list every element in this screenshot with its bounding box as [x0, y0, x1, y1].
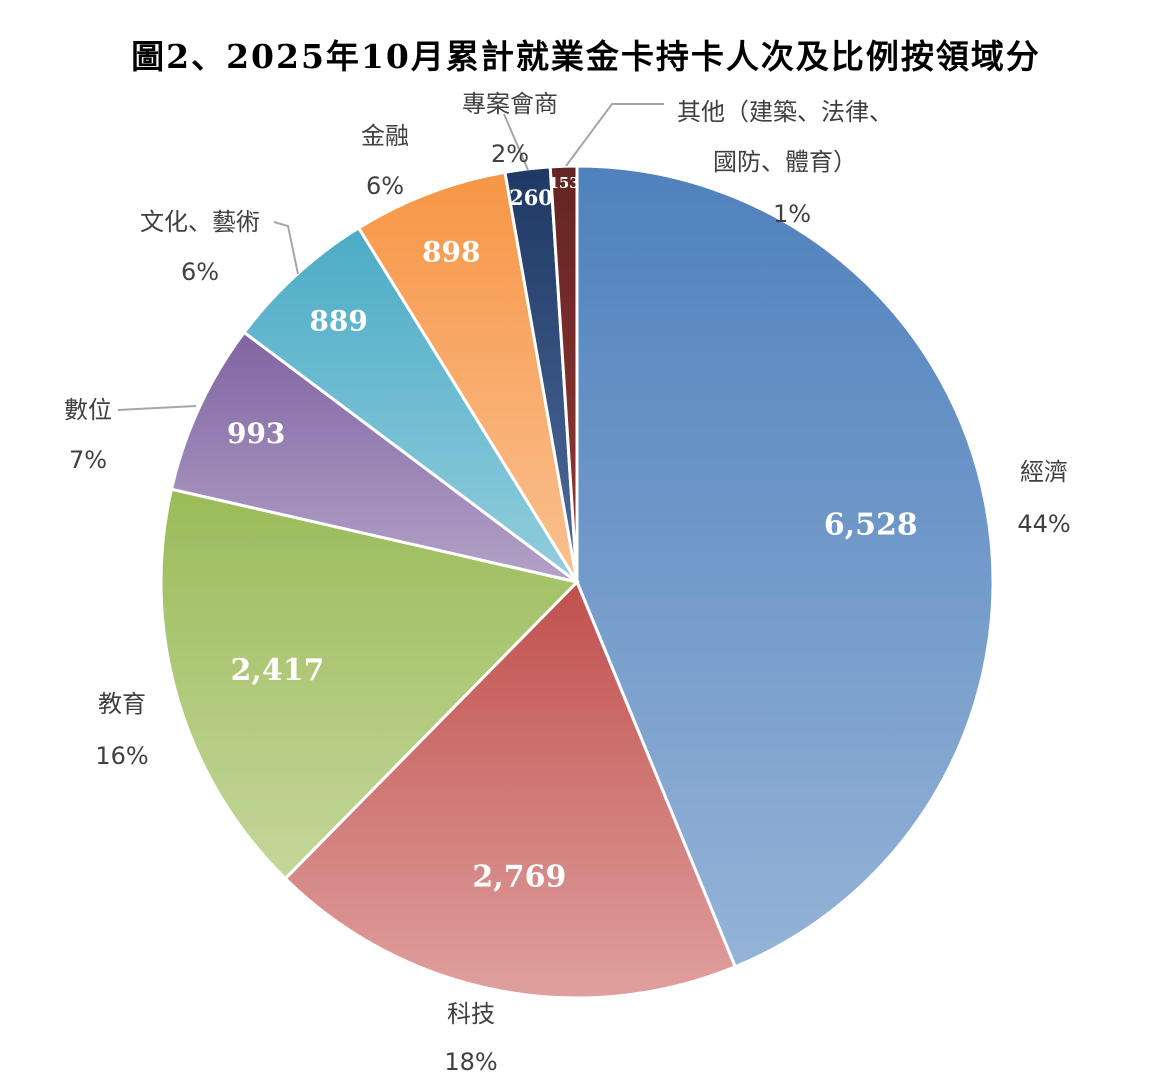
pie-slice-1 — [283, 579, 738, 1000]
slice-value-label: 260 — [509, 185, 553, 210]
slice-category-label: 其他（建築、法律、 — [677, 98, 893, 126]
pie-slice-2 — [159, 487, 580, 881]
slice-value-label: 153 — [548, 174, 579, 192]
slice-value-label: 2,769 — [472, 859, 566, 894]
slice-value-label: 2,417 — [231, 653, 325, 688]
slice-value-label: 898 — [422, 235, 480, 268]
slice-percent-label: 6% — [366, 172, 404, 200]
slice-value-label: 6,528 — [824, 507, 918, 542]
leader-line — [117, 405, 197, 411]
slice-percent-label: 44% — [1017, 510, 1070, 538]
leader-line — [503, 113, 529, 171]
chart-title: 圖2、2025年10月累計就業金卡持卡人次及比例按領域分 — [131, 37, 1041, 76]
slice-value-label: 889 — [309, 305, 367, 338]
pie-slice-4 — [242, 225, 579, 584]
slice-category-label: 數位 — [64, 396, 112, 424]
slice-category-label: 科技 — [447, 1000, 495, 1028]
slice-percent-label: 18% — [444, 1048, 497, 1076]
slice-percent-label: 6% — [181, 258, 219, 286]
slice-percent-label: 7% — [69, 446, 107, 474]
leader-line — [273, 221, 299, 275]
slice-category-label: 國防、體育） — [713, 148, 857, 176]
slice-percent-label: 1% — [773, 200, 811, 228]
slice-category-label: 金融 — [361, 122, 409, 150]
slice-category-label: 教育 — [98, 690, 146, 718]
slice-category-label: 經濟 — [1020, 458, 1068, 486]
leader-line — [565, 103, 664, 167]
slice-percent-label: 16% — [95, 742, 148, 770]
pie-slice-7 — [548, 164, 579, 583]
slice-category-label: 文化、藝術 — [140, 208, 260, 236]
slice-category-label: 專案會商 — [462, 90, 558, 118]
pie-slice-0 — [575, 164, 995, 969]
slice-percent-label: 2% — [491, 140, 529, 168]
slice-value-label: 993 — [227, 417, 285, 450]
pie-slice-3 — [169, 330, 578, 584]
